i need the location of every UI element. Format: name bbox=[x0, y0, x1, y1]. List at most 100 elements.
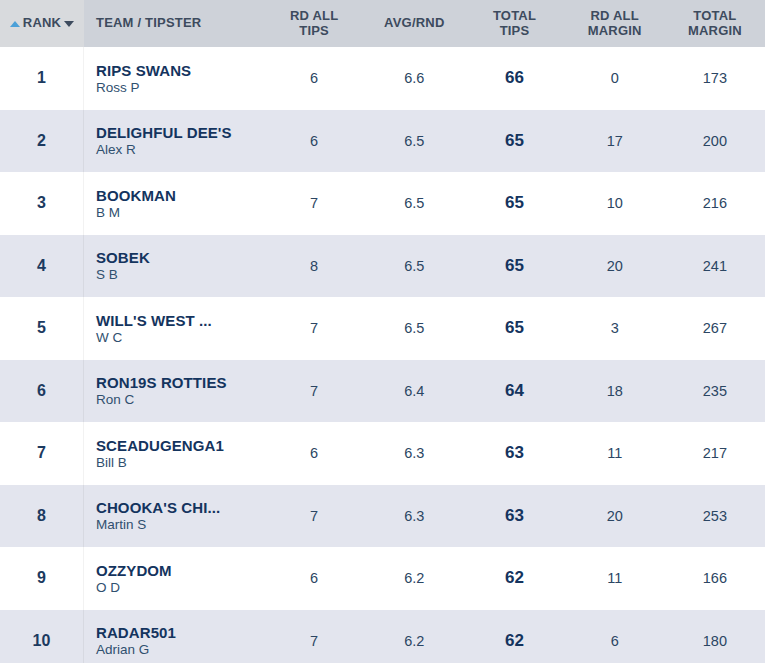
rd-all-tips-cell: 6 bbox=[264, 570, 364, 586]
avg-rnd-cell: 6.2 bbox=[364, 633, 464, 649]
team-cell: DELIGHFUL DEE'S Alex R bbox=[84, 124, 264, 157]
tipster-name: S B bbox=[96, 267, 264, 282]
table-row[interactable]: 9 OZZYDOM O D 6 6.2 62 11 166 bbox=[0, 547, 765, 610]
total-margin-cell: 253 bbox=[665, 508, 765, 524]
total-margin-cell: 200 bbox=[665, 133, 765, 149]
table-row[interactable]: 1 RIPS SWANS Ross P 6 6.6 66 0 173 bbox=[0, 47, 765, 110]
rank-cell: 6 bbox=[0, 360, 84, 423]
avg-rnd-cell: 6.2 bbox=[364, 570, 464, 586]
total-margin-cell: 173 bbox=[665, 70, 765, 86]
rd-all-tips-cell: 6 bbox=[264, 133, 364, 149]
rd-all-tips-cell: 8 bbox=[264, 258, 364, 274]
team-name: RON19S ROTTIES bbox=[96, 374, 264, 391]
team-cell: SOBEK S B bbox=[84, 249, 264, 282]
team-name: OZZYDOM bbox=[96, 562, 264, 579]
rank-cell: 3 bbox=[0, 172, 84, 235]
column-header-rd-all-margin[interactable]: RD ALL MARGIN bbox=[565, 9, 665, 38]
rank-cell: 4 bbox=[0, 235, 84, 298]
column-header-team-tipster[interactable]: TEAM / TIPSTER bbox=[84, 16, 264, 31]
avg-rnd-cell: 6.5 bbox=[364, 258, 464, 274]
rd-all-tips-cell: 6 bbox=[264, 70, 364, 86]
rd-all-margin-cell: 6 bbox=[565, 633, 665, 649]
rd-all-margin-cell: 11 bbox=[565, 570, 665, 586]
total-margin-cell: 180 bbox=[665, 633, 765, 649]
table-row[interactable]: 2 DELIGHFUL DEE'S Alex R 6 6.5 65 17 200 bbox=[0, 110, 765, 173]
tipster-name: O D bbox=[96, 580, 264, 595]
team-name: SCEADUGENGA1 bbox=[96, 437, 264, 454]
rd-all-tips-cell: 7 bbox=[264, 633, 364, 649]
team-name: RADAR501 bbox=[96, 624, 264, 641]
rank-cell: 7 bbox=[0, 422, 84, 485]
total-tips-cell: 65 bbox=[464, 318, 564, 338]
team-cell: BOOKMAN B M bbox=[84, 187, 264, 220]
rd-all-margin-cell: 0 bbox=[565, 70, 665, 86]
total-tips-cell: 64 bbox=[464, 381, 564, 401]
rd-all-tips-cell: 6 bbox=[264, 445, 364, 461]
rank-cell: 5 bbox=[0, 297, 84, 360]
rd-all-tips-cell: 7 bbox=[264, 195, 364, 211]
column-header-rank[interactable]: RANK bbox=[0, 0, 84, 47]
avg-rnd-cell: 6.3 bbox=[364, 508, 464, 524]
column-header-rank-label: RANK bbox=[23, 16, 61, 31]
tipster-name: B M bbox=[96, 205, 264, 220]
avg-rnd-cell: 6.6 bbox=[364, 70, 464, 86]
rank-cell: 10 bbox=[0, 610, 84, 663]
team-cell: RON19S ROTTIES Ron C bbox=[84, 374, 264, 407]
team-cell: OZZYDOM O D bbox=[84, 562, 264, 595]
table-row[interactable]: 4 SOBEK S B 8 6.5 65 20 241 bbox=[0, 235, 765, 298]
team-cell: WILL'S WEST ... W C bbox=[84, 312, 264, 345]
table-header-row: RANK TEAM / TIPSTER RD ALL TIPS AVG/RND … bbox=[0, 0, 765, 47]
team-name: SOBEK bbox=[96, 249, 264, 266]
avg-rnd-cell: 6.5 bbox=[364, 320, 464, 336]
table-row[interactable]: 8 CHOOKA'S CHI... Martin S 7 6.3 63 20 2… bbox=[0, 485, 765, 548]
rank-cell: 1 bbox=[0, 47, 84, 110]
rank-cell: 8 bbox=[0, 485, 84, 548]
tipster-name: Martin S bbox=[96, 517, 264, 532]
total-tips-cell: 65 bbox=[464, 256, 564, 276]
total-margin-cell: 241 bbox=[665, 258, 765, 274]
column-header-rd-all-tips[interactable]: RD ALL TIPS bbox=[264, 9, 364, 38]
team-name: CHOOKA'S CHI... bbox=[96, 499, 264, 516]
team-cell: RADAR501 Adrian G bbox=[84, 624, 264, 657]
rd-all-tips-cell: 7 bbox=[264, 508, 364, 524]
total-tips-cell: 65 bbox=[464, 193, 564, 213]
team-cell: CHOOKA'S CHI... Martin S bbox=[84, 499, 264, 532]
tipster-name: Adrian G bbox=[96, 642, 264, 657]
total-tips-cell: 65 bbox=[464, 131, 564, 151]
total-margin-cell: 166 bbox=[665, 570, 765, 586]
table-row[interactable]: 10 RADAR501 Adrian G 7 6.2 62 6 180 bbox=[0, 610, 765, 663]
total-tips-cell: 62 bbox=[464, 631, 564, 651]
team-name: RIPS SWANS bbox=[96, 62, 264, 79]
column-header-total-tips[interactable]: TOTAL TIPS bbox=[464, 9, 564, 38]
tipster-name: Bill B bbox=[96, 455, 264, 470]
rd-all-margin-cell: 11 bbox=[565, 445, 665, 461]
total-margin-cell: 216 bbox=[665, 195, 765, 211]
avg-rnd-cell: 6.5 bbox=[364, 195, 464, 211]
table-row[interactable]: 6 RON19S ROTTIES Ron C 7 6.4 64 18 235 bbox=[0, 360, 765, 423]
sort-descending-icon[interactable] bbox=[64, 21, 74, 27]
column-header-avg-rnd[interactable]: AVG/RND bbox=[364, 16, 464, 31]
tipster-name: Ron C bbox=[96, 392, 264, 407]
table-row[interactable]: 5 WILL'S WEST ... W C 7 6.5 65 3 267 bbox=[0, 297, 765, 360]
tipster-name: W C bbox=[96, 330, 264, 345]
column-header-total-margin[interactable]: TOTAL MARGIN bbox=[665, 9, 765, 38]
rd-all-margin-cell: 10 bbox=[565, 195, 665, 211]
rd-all-margin-cell: 20 bbox=[565, 258, 665, 274]
total-tips-cell: 62 bbox=[464, 568, 564, 588]
table-row[interactable]: 3 BOOKMAN B M 7 6.5 65 10 216 bbox=[0, 172, 765, 235]
rd-all-margin-cell: 17 bbox=[565, 133, 665, 149]
rd-all-margin-cell: 3 bbox=[565, 320, 665, 336]
total-tips-cell: 66 bbox=[464, 68, 564, 88]
table-body: 1 RIPS SWANS Ross P 6 6.6 66 0 173 2 DEL… bbox=[0, 47, 765, 663]
tipster-name: Ross P bbox=[96, 80, 264, 95]
rank-cell: 9 bbox=[0, 547, 84, 610]
tipster-name: Alex R bbox=[96, 142, 264, 157]
rd-all-margin-cell: 18 bbox=[565, 383, 665, 399]
team-cell: SCEADUGENGA1 Bill B bbox=[84, 437, 264, 470]
rd-all-margin-cell: 20 bbox=[565, 508, 665, 524]
table-row[interactable]: 7 SCEADUGENGA1 Bill B 6 6.3 63 11 217 bbox=[0, 422, 765, 485]
total-margin-cell: 267 bbox=[665, 320, 765, 336]
team-name: BOOKMAN bbox=[96, 187, 264, 204]
sort-ascending-icon[interactable] bbox=[10, 21, 20, 27]
leaderboard-table: RANK TEAM / TIPSTER RD ALL TIPS AVG/RND … bbox=[0, 0, 765, 663]
